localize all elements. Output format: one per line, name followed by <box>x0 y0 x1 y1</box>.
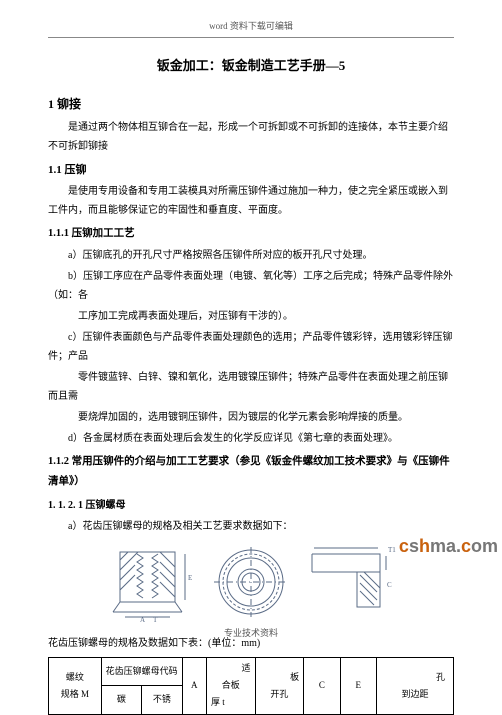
table-cell: E <box>340 658 376 714</box>
section-1-1-1-heading: 1.1.1 压铆加工工艺 <box>48 224 454 244</box>
section-1-heading: 1 铆接 <box>48 93 454 116</box>
cell-text: 开孔 <box>258 686 302 703</box>
list-item: a）花齿压铆螺母的规格及相关工艺要求数据如下： <box>48 517 454 536</box>
cell-text: 适 <box>209 660 253 677</box>
table-cell: 不锈 <box>142 686 183 714</box>
table-cell: 花齿压铆螺母代码 <box>101 658 182 686</box>
cell-text: 孔 <box>379 669 451 686</box>
nut-top-figure <box>206 542 296 624</box>
section-1-1-paragraph: 是使用专用设备和专用工装模具对所需压铆件通过施加一种力，使之完全紧压或嵌入到工件… <box>48 182 454 220</box>
list-item: b）压铆工序应在产品零件表面处理（电镀、氧化等）工序之后完成；特殊产品零件除外（… <box>48 267 454 305</box>
list-item: 工序加工完成再表面处理后，对压铆有干涉的）。 <box>48 307 454 326</box>
svg-text:C: C <box>387 581 392 589</box>
figure-row: A T E <box>48 542 454 624</box>
svg-text:E: E <box>188 574 192 582</box>
document-title: 钣金加工：钣金制造工艺手册—5 <box>48 54 454 79</box>
page-header: word 资料下载可编辑 <box>48 18 454 38</box>
list-item: c）压铆件表面颜色与产品零件表面处理颜色的选用；产品零件镀彩锌，选用镀彩锌压铆件… <box>48 328 454 366</box>
svg-text:T1: T1 <box>388 546 396 554</box>
section-1-paragraph: 是通过两个物体相互铆合在一起，形成一个可拆卸或不可拆卸的连接体，本节主要介绍不可… <box>48 118 454 156</box>
list-item: a）压铆底孔的开孔尺寸严格按照各压铆件所对应的板开孔尺寸处理。 <box>48 246 454 265</box>
table-cell: 螺纹 规格 M <box>49 658 102 714</box>
cell-text: 规格 M <box>51 686 99 703</box>
table-cell: A <box>182 658 206 714</box>
cell-text: 螺纹 <box>51 669 99 686</box>
table-cell: 碳 <box>101 686 142 714</box>
table-cell: 孔 到边距 <box>377 658 454 714</box>
cell-text: 到边距 <box>379 686 451 703</box>
cell-text: 板 <box>258 669 302 686</box>
list-item: 零件镀蓝锌、白锌、镍和氧化，选用镀镍压铆件；特殊产品零件在表面处理之前压铆而且需 <box>48 368 454 406</box>
list-item: d）各金属材质在表面处理后会发生的化学反应详见《第七章的表面处理》。 <box>48 429 454 448</box>
section-1-1-2-1-heading: 1. 1. 2. 1 压铆螺母 <box>48 496 454 515</box>
section-1-1-heading: 1.1 压铆 <box>48 160 454 181</box>
table-cell: 板 开孔 <box>255 658 304 714</box>
cell-text: 厚 t <box>209 694 253 711</box>
table-cell: 适 合板 厚 t <box>206 658 255 714</box>
section-1-1-2-heading: 1.1.2 常用压铆件的介绍与加工工艺要求（参见《钣金件螺纹加工技术要求》与《压… <box>48 452 454 492</box>
list-item: 要烧焊加固的，选用镀铜压铆件，因为镀层的化学元素会影响焊接的质量。 <box>48 408 454 427</box>
bracket-figure: T1 C <box>302 542 397 624</box>
nut-section-figure: A T E <box>105 542 200 624</box>
cell-text: 合板 <box>209 677 253 694</box>
page-footer: 专业技术资料 <box>0 626 502 639</box>
svg-text:A: A <box>140 616 145 624</box>
watermark: cshma.com <box>399 536 498 557</box>
cell-text: 花齿压铆螺母代码 <box>104 663 180 680</box>
svg-text:T: T <box>153 616 158 624</box>
spec-table: 螺纹 规格 M 花齿压铆螺母代码 A 适 合板 厚 t 板 开孔 C E 孔 到… <box>48 657 454 714</box>
table-cell: C <box>304 658 340 714</box>
